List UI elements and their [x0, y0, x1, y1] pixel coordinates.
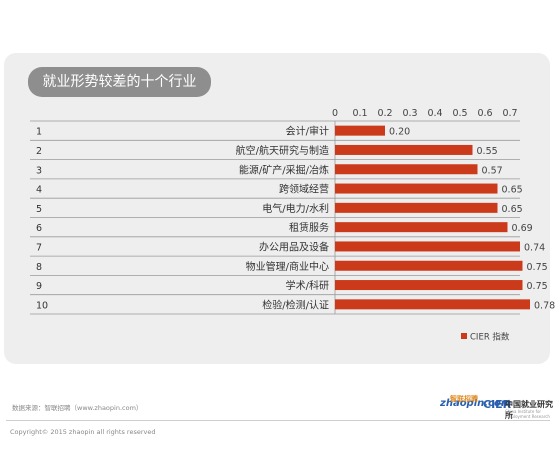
x-tick-label: 0.2	[377, 108, 392, 119]
zhaopin-logo-top: 智联招聘	[450, 395, 478, 403]
bar	[335, 202, 498, 213]
value-label: 0.65	[502, 185, 523, 196]
chart-title: 就业形势较差的十个行业	[28, 67, 211, 97]
category-label: 学术/科研	[286, 279, 329, 292]
rank-label: 9	[36, 281, 42, 292]
x-tick-label: 0.5	[452, 108, 467, 119]
bar	[335, 164, 478, 175]
bar	[335, 125, 385, 136]
bar	[335, 183, 498, 194]
rank-label: 7	[36, 242, 42, 253]
value-label: 0.20	[389, 127, 410, 138]
copyright-text: Copyright© 2015 zhaopin all rights reser…	[10, 428, 156, 436]
rank-label: 10	[36, 300, 48, 311]
category-label: 办公用品及设备	[259, 240, 329, 253]
rank-label: 8	[36, 262, 42, 273]
category-label: 能源/矿产/采掘/冶炼	[239, 163, 329, 176]
category-label: 租赁服务	[289, 221, 329, 234]
zhaopin-logo: 智联招聘 zhaopin.com	[440, 395, 512, 409]
legend-swatch	[461, 333, 467, 339]
category-label: 跨领域经营	[279, 183, 329, 196]
value-label: 0.55	[477, 146, 498, 157]
category-label: 电气/电力/水利	[262, 202, 329, 215]
x-tick-label: 0.6	[477, 108, 492, 119]
legend-label: CIER 指数	[470, 332, 510, 343]
bar	[335, 299, 530, 310]
rank-label: 1	[36, 127, 42, 138]
rank-label: 2	[36, 146, 42, 157]
bar	[335, 280, 523, 291]
bar	[335, 241, 520, 252]
rank-label: 3	[36, 165, 42, 176]
x-tick-label: 0	[332, 108, 338, 119]
x-tick-label: 0.4	[427, 108, 442, 119]
value-label: 0.78	[534, 300, 555, 311]
footer-divider	[6, 420, 550, 421]
value-label: 0.75	[527, 262, 548, 273]
category-label: 航空/航天研究与制造	[236, 144, 329, 157]
value-label: 0.57	[482, 165, 503, 176]
value-label: 0.75	[527, 281, 548, 292]
bar	[335, 260, 523, 271]
rank-label: 4	[36, 185, 42, 196]
cier-logo: CIER	[483, 398, 512, 411]
category-label: 检验/检测/认证	[262, 298, 329, 311]
value-label: 0.69	[512, 223, 533, 234]
zhaopin-logo-text: zhaopin.com	[440, 398, 512, 409]
cier-logo-subtitle: China Institute for Employment Research	[505, 409, 550, 419]
bar	[335, 144, 473, 155]
value-label: 0.74	[524, 242, 545, 253]
rank-label: 6	[36, 223, 42, 234]
x-tick-label: 0.1	[352, 108, 367, 119]
x-tick-label: 0.3	[402, 108, 417, 119]
data-source-note: 数据来源：智联招聘（www.zhaopin.com）	[12, 404, 143, 412]
rank-label: 5	[36, 204, 42, 215]
cier-logo-name: 中国就业研究所	[505, 400, 553, 420]
value-label: 0.65	[502, 204, 523, 215]
bar	[335, 222, 508, 233]
category-label: 会计/审计	[286, 125, 329, 138]
x-tick-label: 0.7	[502, 108, 517, 119]
category-label: 物业管理/商业中心	[246, 260, 329, 273]
